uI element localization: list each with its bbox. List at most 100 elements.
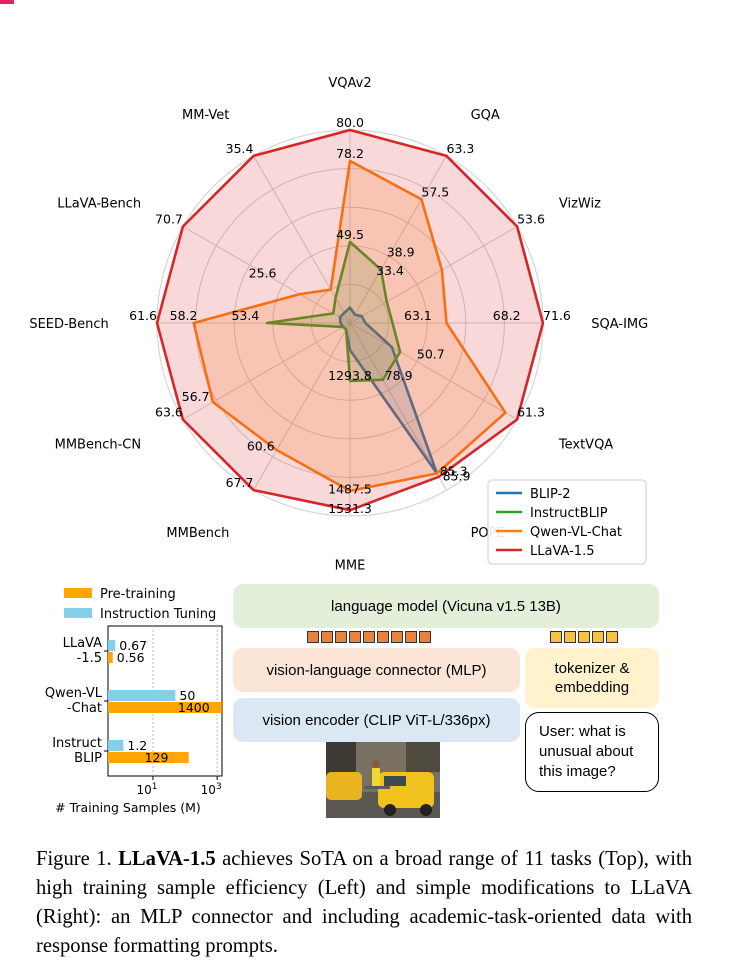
radar-value-label-3: 63.3 — [447, 141, 475, 156]
language-model-block: language model (Vicuna v1.5 13B) — [233, 584, 659, 628]
radar-value-label-14: 85.9 — [443, 469, 471, 484]
text-token — [550, 631, 562, 643]
legend-label-3: LLaVA-1.5 — [530, 544, 595, 559]
vision-token — [405, 631, 417, 643]
radar-value-label-25: 53.4 — [231, 308, 259, 323]
vision-token — [391, 631, 403, 643]
text-token — [578, 631, 590, 643]
radar-axis-label-8: MMBench-CN — [55, 438, 141, 453]
user-prompt-line1: User: what is — [539, 723, 626, 740]
legend-label-0: BLIP-2 — [530, 487, 571, 502]
radar-value-label-0: 80.0 — [336, 115, 364, 130]
legend-label-1: InstructBLIP — [530, 506, 608, 521]
bar-category-label-1-1: -Chat — [67, 701, 102, 716]
user-prompt-line2: unusual about — [539, 743, 634, 760]
radar-value-label-21: 63.6 — [155, 405, 183, 420]
legend-label-2: Qwen-VL-Chat — [530, 525, 622, 540]
radar-value-label-2: 49.5 — [336, 227, 364, 242]
figure-caption: Figure 1. LLaVA-1.5 achieves SoTA on a b… — [36, 845, 692, 961]
user-prompt-line3: this image? — [539, 763, 616, 780]
tokenizer-block: tokenizer & embedding — [525, 648, 659, 708]
bar-value-label-1-0: 50 — [179, 688, 195, 703]
bar-x-axis-label: # Training Samples (M) — [55, 800, 201, 815]
radar-axis-label-3: SQA-IMG — [591, 317, 648, 332]
connector-block: vision-language connector (MLP) — [233, 648, 520, 692]
radar-value-label-23: 61.6 — [129, 308, 157, 323]
vision-token — [363, 631, 375, 643]
radar-value-label-16: 1531.3 — [328, 501, 372, 516]
bar-value-label-0-0: 0.67 — [119, 638, 147, 653]
text-token — [606, 631, 618, 643]
bar-2-1 — [108, 752, 189, 763]
bar-category-label-2-0: Instruct — [52, 736, 102, 751]
tokenizer-label-line1: tokenizer & — [554, 660, 630, 677]
radar-value-label-17: 1487.5 — [328, 482, 372, 497]
radar-value-label-22: 56.7 — [182, 389, 210, 404]
radar-value-label-10: 63.1 — [404, 308, 432, 323]
radar-value-label-11: 61.3 — [517, 405, 545, 420]
radar-value-label-5: 38.9 — [387, 245, 415, 260]
radar-axis-label-0: VQAv2 — [328, 76, 371, 91]
vision-token-row — [307, 631, 431, 643]
radar-axis-label-11: MM-Vet — [182, 108, 229, 123]
input-photo — [326, 742, 440, 818]
radar-axis-label-2: VizWiz — [559, 196, 601, 211]
radar-axis-label-9: SEED-Bench — [29, 317, 108, 332]
radar-spoke-8 — [182, 322, 351, 420]
radar-spoke-7 — [253, 322, 351, 491]
bar-category-label-0-0: LLaVA — [63, 636, 103, 651]
radar-value-label-20: 60.6 — [247, 438, 275, 453]
bar-value-label-2-1: 129 — [145, 750, 169, 765]
radar-chart: VQAv2GQAVizWizSQA-IMGTextVQAPOPEMMEMMBen… — [29, 76, 648, 573]
radar-value-label-18: 1293.8 — [328, 368, 372, 383]
training-samples-bar-chart: Pre-training Instruction Tuning 101 103# Tr… — [45, 587, 223, 815]
bar-1-0 — [108, 690, 176, 701]
bar-value-label-0-1: 0.56 — [117, 650, 145, 665]
radar-value-label-8: 71.6 — [543, 308, 571, 323]
radar-spoke-1 — [349, 155, 447, 324]
bar-value-label-2-0: 1.2 — [127, 738, 147, 753]
bar-0-1 — [108, 652, 113, 663]
radar-value-label-12: 50.7 — [417, 347, 445, 362]
radar-series-3 — [155, 128, 545, 512]
bar-0-0 — [108, 640, 116, 651]
bar-category-label-1-0: Qwen-VL — [45, 686, 103, 701]
text-token — [592, 631, 604, 643]
radar-axis-label-1: GQA — [471, 108, 500, 123]
radar-series-2 — [192, 159, 507, 493]
caption-prefix: Figure 1. — [36, 848, 112, 870]
radar-value-label-15: 78.9 — [385, 368, 413, 383]
radar-value-label-26: 70.7 — [155, 212, 183, 227]
bar-legend-label-1: Instruction Tuning — [100, 607, 216, 622]
radar-series-0 — [338, 306, 439, 475]
vision-token — [335, 631, 347, 643]
vision-token — [307, 631, 319, 643]
bar-1-1 — [108, 702, 222, 713]
radar-spoke-11 — [253, 155, 351, 324]
text-token — [564, 631, 576, 643]
bar-category-label-2-1: BLIP — [74, 751, 102, 766]
radar-value-label-13: 85.3 — [440, 463, 468, 478]
radar-value-label-9: 68.2 — [493, 308, 521, 323]
radar-axis-label-7: MMBench — [166, 526, 229, 541]
bar-2-0 — [108, 740, 124, 751]
radar-axis-label-4: TextVQA — [558, 438, 613, 453]
radar-axis-label-6: MME — [335, 558, 366, 573]
text-token-row — [550, 631, 618, 643]
radar-value-label-27: 25.6 — [249, 266, 277, 281]
user-prompt-bubble: User: what is unusual about this image? — [525, 712, 659, 792]
radar-value-label-7: 53.6 — [517, 212, 545, 227]
bar-legend-swatch-1 — [64, 608, 92, 618]
radar-value-label-4: 57.5 — [421, 184, 449, 199]
vision-encoder-block: vision encoder (CLIP ViT-L/336px) — [233, 698, 520, 742]
bar-legend-swatch-0 — [64, 588, 92, 598]
radar-value-label-19: 67.7 — [226, 475, 254, 490]
radar-value-label-6: 33.4 — [376, 263, 404, 278]
radar-legend — [487, 479, 647, 565]
bar-tick-label-1: 103 — [201, 782, 222, 797]
radar-value-label-1: 78.2 — [336, 146, 364, 161]
radar-spoke-10 — [182, 226, 351, 324]
caption-bold-model-name: LLaVA-1.5 — [118, 848, 216, 870]
radar-spoke-2 — [349, 226, 518, 324]
radar-series-1 — [265, 240, 402, 383]
